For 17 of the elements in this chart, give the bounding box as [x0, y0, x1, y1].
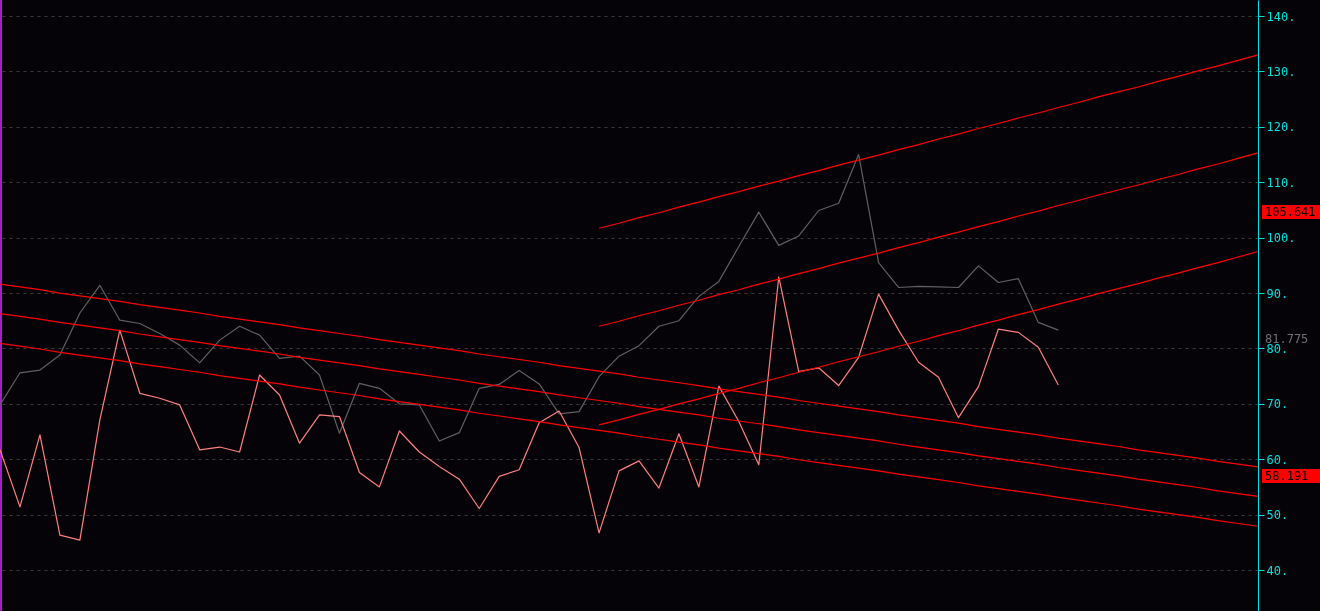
text: 58.191 [1265, 469, 1309, 483]
line-series [0, 342, 1258, 527]
y-tick-label: 40. [1266, 563, 1289, 578]
y-tick-label: 90. [1266, 286, 1289, 301]
y-tick-label: 110. [1266, 175, 1296, 190]
line-series [0, 276, 1059, 541]
y-tick-label: 60. [1266, 452, 1289, 467]
y-tick-label: 120. [1266, 120, 1296, 135]
y-tick-label: 130. [1266, 64, 1296, 79]
text: 105.641 [1265, 205, 1316, 219]
line-series [0, 153, 1059, 442]
y-tick-label: 70. [1266, 397, 1289, 412]
y-tick-label: 140. [1266, 9, 1296, 24]
y-tick-label: 100. [1266, 231, 1296, 246]
line-series [598, 54, 1258, 229]
y-tick-label: 50. [1266, 508, 1289, 523]
line-series [598, 152, 1258, 327]
